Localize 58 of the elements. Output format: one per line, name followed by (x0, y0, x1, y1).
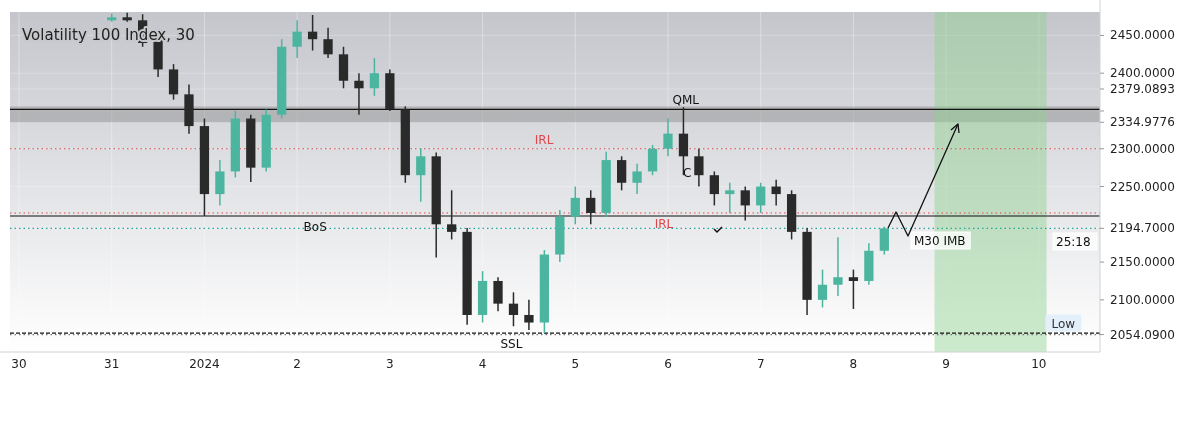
x-tick-label: 8 (849, 357, 858, 371)
candlestick (323, 27, 333, 59)
candlestick (354, 72, 364, 116)
ref-line-label: QML (672, 93, 700, 108)
x-tick-label: 4 (478, 357, 487, 371)
ref-line-label: SSL (500, 337, 523, 352)
candlestick (833, 236, 843, 297)
candlestick (632, 163, 642, 195)
candlestick (879, 225, 889, 256)
candlestick (447, 189, 457, 241)
candlestick (508, 291, 519, 328)
candlestick (740, 185, 750, 222)
annotation: M30 IMB (914, 234, 966, 248)
candlestick (709, 170, 719, 207)
ref-line-label: IRL (534, 132, 554, 147)
candlestick (292, 19, 302, 59)
annotation: C (683, 166, 692, 181)
x-tick-label: 5 (571, 357, 580, 371)
candlestick (848, 268, 859, 310)
y-tick-label: 2100.0000 (1110, 292, 1175, 307)
candlestick (493, 276, 503, 312)
annotation: 25:18 (1056, 235, 1091, 249)
x-tick-label: 7 (756, 357, 765, 371)
candlestick (817, 268, 828, 309)
candlestick (570, 185, 580, 226)
x-tick-label: 9 (942, 357, 950, 371)
candlestick (663, 117, 673, 158)
candlestick (694, 148, 704, 188)
candlestick (771, 178, 781, 207)
x-tick-label: 2 (293, 357, 301, 371)
y-tick-label: 2400.0000 (1110, 66, 1175, 81)
y-tick-label: 2334.9776 (1110, 115, 1175, 130)
y-tick-label: 2250.0000 (1110, 179, 1175, 194)
y-tick-label: 2300.0000 (1110, 141, 1175, 156)
y-tick-label: 2150.0000 (1110, 255, 1175, 270)
x-tick-label: 30 (11, 357, 27, 371)
ref-line-label: Low (1051, 316, 1076, 331)
x-tick-label: 31 (104, 357, 120, 371)
y-tick-label: 2194.7000 (1110, 221, 1175, 236)
x-tick-label: 6 (664, 357, 672, 371)
candlestick (725, 182, 735, 214)
y-tick-label: 2054.0900 (1110, 327, 1175, 342)
candlestick (524, 299, 534, 331)
candlestick (416, 147, 426, 203)
candlestick (756, 182, 766, 214)
candlestick (215, 159, 225, 207)
ref-line-label: IRL (654, 216, 674, 231)
x-tick-label: 3 (386, 357, 394, 371)
x-tick-label: 10 (1031, 357, 1047, 371)
y-tick-label: 2379.0893 (1110, 82, 1175, 96)
candlestick (369, 57, 380, 97)
candlestick (617, 155, 627, 192)
y-tick-label: 2450.0000 (1110, 28, 1175, 43)
candlestick (307, 14, 318, 52)
candlestick (586, 189, 596, 226)
ref-line-label: BoS (303, 220, 327, 234)
x-tick-label: 2024 (189, 357, 220, 371)
candlestick (647, 144, 658, 176)
